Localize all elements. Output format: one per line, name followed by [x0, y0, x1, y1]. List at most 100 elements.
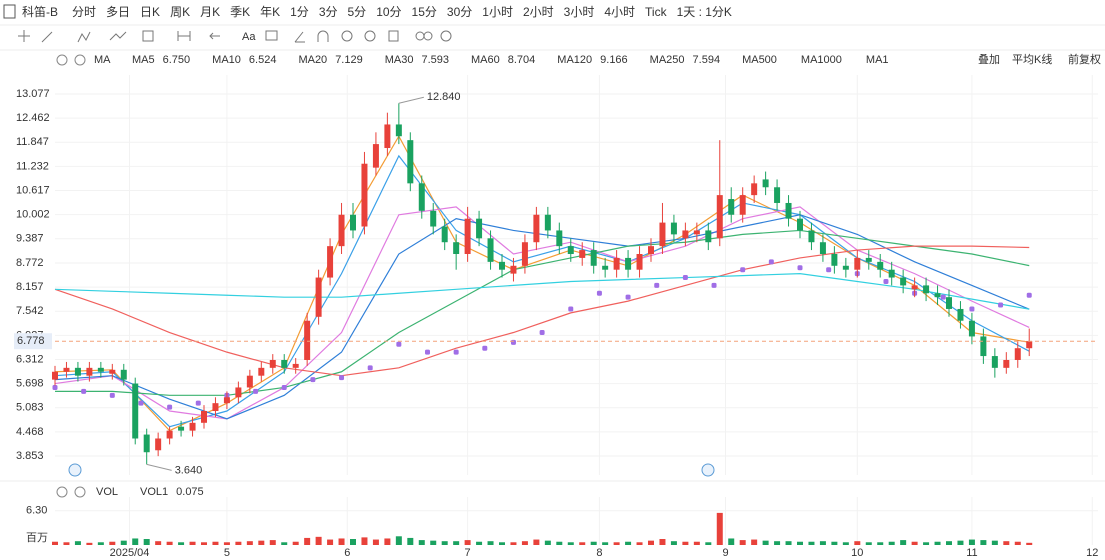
volume-bar [579, 542, 586, 545]
legend-name[interactable]: MA30 [385, 54, 414, 66]
volume-bar [957, 540, 964, 545]
period-tab[interactable]: 多日 [106, 5, 130, 19]
period-tab[interactable]: 30分 [447, 5, 472, 19]
average-k-mark [482, 345, 488, 351]
legend-name[interactable]: MA60 [471, 54, 500, 66]
symbol-icon[interactable] [3, 4, 16, 19]
average-k-mark [281, 384, 287, 390]
trend-tool[interactable] [77, 31, 91, 43]
candle-body [521, 242, 528, 266]
candle-body [1026, 341, 1033, 349]
legend-name[interactable]: MA20 [298, 54, 327, 66]
link-tool[interactable] [423, 31, 433, 41]
legend-name-inactive[interactable]: MA500 [742, 54, 777, 66]
volume-bar [774, 541, 781, 545]
measure-tool[interactable] [177, 31, 191, 41]
candle-body [97, 367, 104, 372]
lock-tool[interactable] [341, 30, 353, 42]
volume-bar [934, 541, 941, 545]
overlay-button[interactable]: 平均K线 [1012, 52, 1052, 66]
wave-tool[interactable] [109, 31, 127, 41]
crosshair-tool[interactable] [18, 30, 30, 42]
volume-bar [304, 537, 311, 545]
line-tool[interactable] [41, 31, 53, 43]
note-tool[interactable] [265, 30, 278, 41]
volume-bar [246, 541, 253, 545]
candle-body [602, 265, 609, 270]
period-tab[interactable]: 季K [230, 5, 250, 19]
volume-bar [395, 536, 402, 545]
y-tick-label: 11.232 [16, 160, 49, 172]
last-price-box [14, 333, 52, 350]
average-k-mark [510, 339, 516, 345]
average-k-mark [998, 302, 1004, 308]
average-k-mark [138, 400, 144, 406]
x-tick-label: 11 [966, 547, 977, 559]
overlay-button[interactable]: 前复权 [1068, 52, 1101, 66]
candle-body [854, 257, 861, 270]
volume-bar [510, 542, 517, 545]
period-tab[interactable]: 分时 [72, 5, 96, 19]
legend-name[interactable]: MA10 [212, 54, 241, 66]
period-tab[interactable]: 年K [260, 5, 280, 19]
legend-value: 0.075 [176, 486, 204, 498]
candle-body [957, 308, 964, 321]
period-tab[interactable]: 日K [140, 5, 160, 19]
x-tick-label: 12 [1086, 547, 1098, 559]
period-tab[interactable]: Tick [645, 5, 668, 19]
candle-body [831, 253, 838, 266]
ma-toggle[interactable] [74, 54, 86, 66]
x-tick-label: 6 [344, 547, 350, 559]
legend-name[interactable]: VOL1 [140, 486, 168, 498]
legend-name[interactable]: MA120 [557, 54, 592, 66]
average-k-mark [797, 265, 803, 271]
period-tab[interactable]: 1分 [290, 5, 309, 19]
period-tab[interactable]: 5分 [348, 5, 367, 19]
arrow-tool[interactable] [209, 32, 220, 40]
event-marker[interactable] [701, 463, 715, 477]
text-tool[interactable]: Aa [242, 31, 256, 43]
overlay-button[interactable]: 叠加 [978, 53, 1000, 66]
fib-tool[interactable] [142, 30, 154, 42]
period-tab[interactable]: 月K [200, 5, 220, 19]
period-tab[interactable]: 15分 [412, 5, 437, 19]
candle-body [877, 261, 884, 270]
legend-value: 7.593 [421, 54, 449, 66]
candle-body [384, 124, 391, 149]
hide-tool[interactable] [364, 30, 376, 42]
indicator-name[interactable]: VOL [96, 486, 118, 498]
event-marker[interactable] [68, 463, 82, 477]
period-tab[interactable]: 2小时 [523, 5, 554, 19]
delete-tool[interactable] [388, 30, 399, 42]
y-tick-label: 8.772 [16, 257, 44, 269]
period-tab[interactable]: 4小时 [604, 5, 635, 19]
period-tab[interactable]: 1天 : 1分K [677, 5, 732, 19]
candle-body [888, 269, 895, 278]
candle-body [923, 285, 930, 294]
angle-tool[interactable] [294, 31, 305, 43]
legend-name-inactive[interactable]: MA1 [866, 54, 889, 66]
ma-settings[interactable] [56, 54, 68, 66]
period-tab[interactable]: 10分 [376, 5, 401, 19]
volume-bar [487, 541, 494, 545]
legend-name[interactable]: MA250 [650, 54, 685, 66]
period-tab[interactable]: 3分 [319, 5, 338, 19]
period-tab[interactable]: 1小时 [482, 5, 513, 19]
volume-bar [212, 541, 219, 545]
period-tab[interactable]: 3小时 [564, 5, 595, 19]
indicator-name[interactable]: MA [94, 54, 111, 66]
candle-body [659, 222, 666, 247]
volume-bar [499, 542, 505, 545]
legend-name-inactive[interactable]: MA1000 [801, 54, 842, 66]
candle-body [1014, 348, 1021, 360]
symbol[interactable]: 科笛-B [22, 4, 58, 19]
candle-body [258, 367, 265, 376]
candle-body [132, 383, 139, 439]
vol-settings[interactable] [56, 486, 68, 498]
candle-body [751, 183, 758, 196]
vol-toggle[interactable] [74, 486, 86, 498]
magnet-tool[interactable] [317, 30, 329, 42]
legend-name[interactable]: MA5 [132, 54, 155, 66]
settings-tool[interactable] [440, 30, 452, 42]
period-tab[interactable]: 周K [170, 5, 190, 19]
